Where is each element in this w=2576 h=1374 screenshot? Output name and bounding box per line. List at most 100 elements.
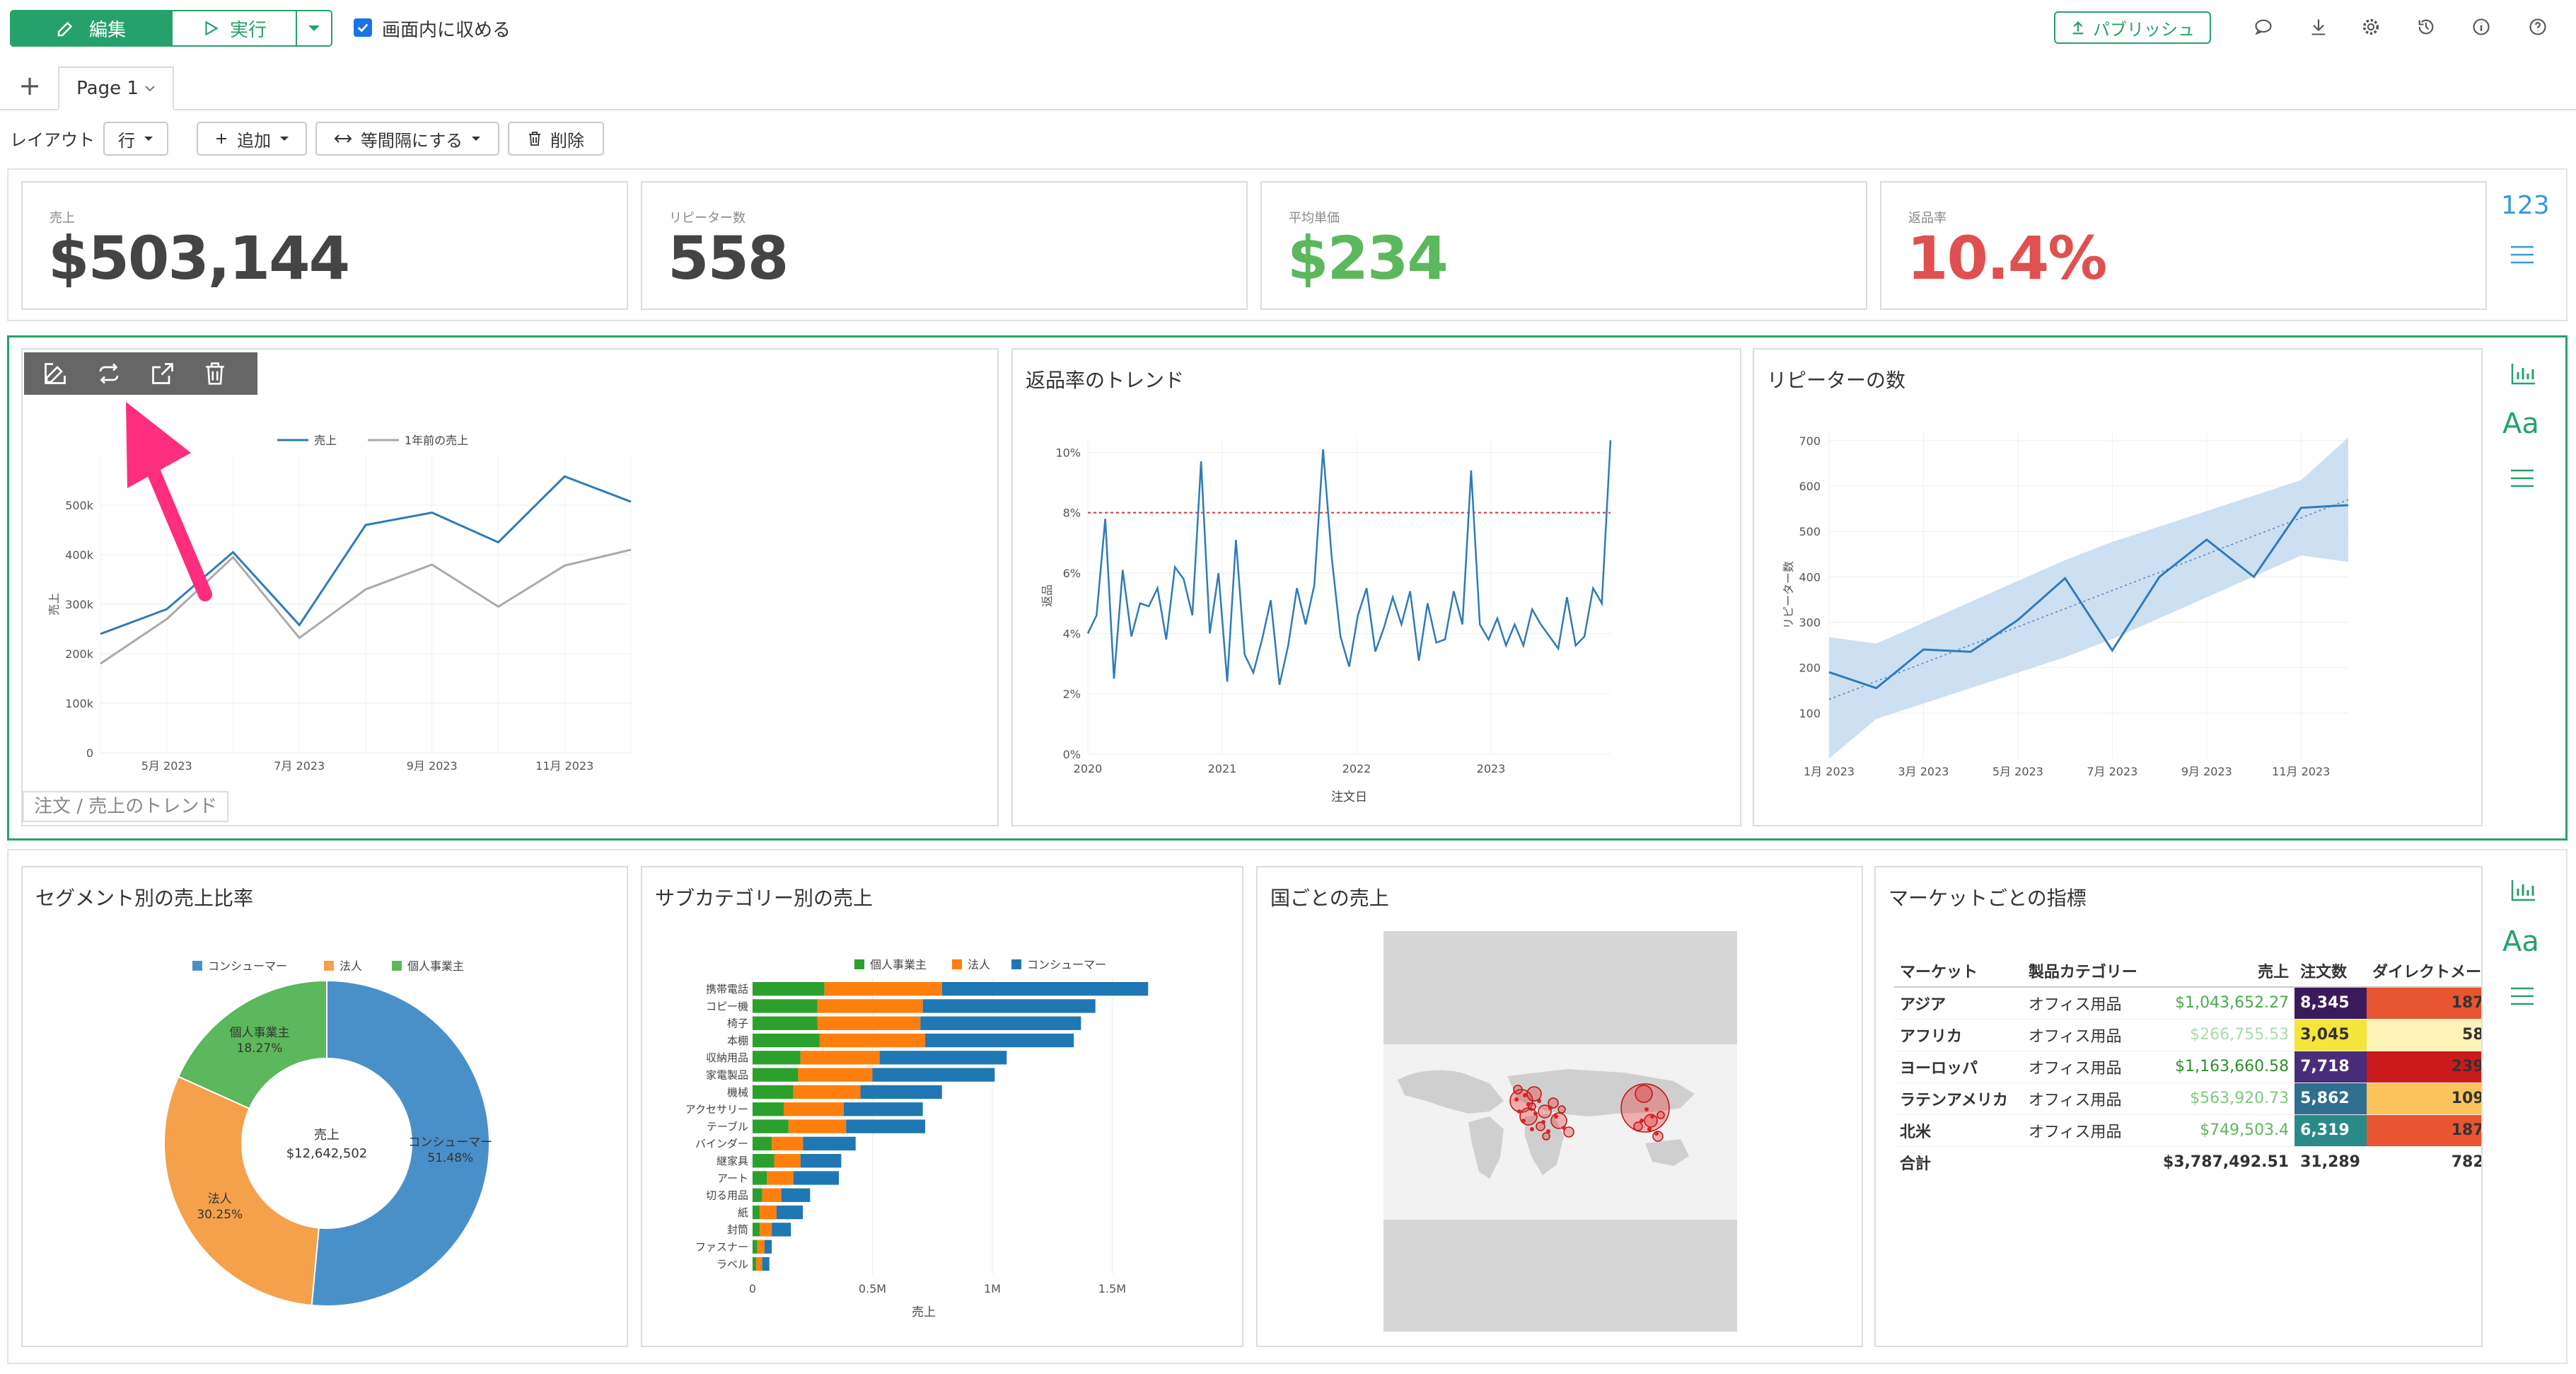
- x-tick-label: 7月 2023: [2087, 765, 2137, 778]
- country-card[interactable]: 国ごとの売上: [1256, 866, 1863, 1347]
- bar-segment: [922, 999, 1096, 1013]
- total-label: 合計: [1900, 1155, 1932, 1173]
- direct-mail-cell: 58,: [2367, 1019, 2481, 1051]
- gear-icon[interactable]: [2358, 14, 2384, 40]
- category-cell: オフィス用品: [2022, 987, 2156, 1020]
- trash-icon[interactable]: [199, 358, 231, 389]
- legend-swatch: [192, 961, 202, 971]
- publish-button[interactable]: パブリッシュ: [2054, 11, 2211, 44]
- table-row[interactable]: アフリカ オフィス用品 $266,755.53 3,045 58,: [1894, 1019, 2481, 1051]
- chart-title: 返品率のトレンド: [1026, 369, 1185, 392]
- chart-title: サブカテゴリー別の売上: [655, 887, 874, 910]
- bar-segment: [767, 1171, 794, 1185]
- plus-icon: [216, 134, 226, 144]
- layout-row-select[interactable]: 行: [103, 122, 168, 156]
- repeaters-card[interactable]: リピーターの数 100 200 300 400 500 600 700 1月 2023 3月 2…: [1753, 348, 2483, 826]
- series-line: [100, 475, 632, 635]
- bar-segment: [800, 1154, 842, 1168]
- table-row[interactable]: アジア オフィス用品 $1,043,652.27 8,345 187,: [1894, 987, 2481, 1020]
- bar-category-label: アート: [717, 1172, 748, 1184]
- total-orders: 31,289: [2300, 1153, 2360, 1172]
- bar-segment: [800, 1051, 880, 1065]
- menu-icon[interactable]: [2508, 464, 2536, 492]
- legend-swatch: [952, 959, 962, 969]
- comment-icon[interactable]: [2251, 14, 2276, 40]
- y-tick-label: 4%: [1063, 627, 1081, 640]
- sales-trend-chart: 0 100k 200k 300k 400k 500k 5月 2023 7月 2023 9月 20…: [47, 434, 632, 773]
- run-button[interactable]: 実行: [171, 10, 297, 47]
- download-icon[interactable]: [2306, 14, 2331, 40]
- add-page-button[interactable]: +: [18, 70, 41, 101]
- run-dropdown-button[interactable]: [296, 10, 332, 47]
- series-line: [1086, 440, 1612, 686]
- y-axis-label: 返品: [1040, 584, 1054, 607]
- kpi-label: リピーター数: [669, 211, 745, 226]
- column-header[interactable]: ダイレクトメー: [2367, 955, 2481, 988]
- bar-segment: [756, 1257, 762, 1271]
- bar-segment: [753, 1154, 774, 1168]
- orders-cell: 7,718: [2294, 1051, 2367, 1083]
- sales-cell: $266,755.53: [2155, 1019, 2295, 1051]
- table-row[interactable]: ヨーロッパ オフィス用品 $1,163,660.58 7,718 239,: [1894, 1051, 2481, 1083]
- bar-segment: [753, 1188, 762, 1202]
- fit-screen-checkbox[interactable]: [354, 18, 372, 37]
- menu-icon[interactable]: [2508, 982, 2536, 1010]
- text-style-icon[interactable]: Aa: [2502, 925, 2539, 958]
- edit-button[interactable]: 編集: [10, 10, 171, 47]
- kpi-card-repeaters[interactable]: リピーター数 558: [641, 181, 1248, 310]
- legend-label: 個人事業主: [870, 958, 927, 971]
- table-row[interactable]: 北米 オフィス用品 $749,503.4 6,319 187,: [1894, 1114, 2481, 1147]
- segment-card[interactable]: セグメント別の売上比率 コンシューマー 法人 個人事業主 コンシューマー 51.48% 法…: [21, 866, 628, 1347]
- delete-button[interactable]: 削除: [508, 122, 604, 156]
- x-tick-label: 0.5M: [859, 1282, 886, 1295]
- tab-page-1[interactable]: Page 1: [58, 67, 174, 110]
- bar-segment: [772, 1136, 803, 1150]
- world-map: [1383, 931, 1737, 1332]
- column-header[interactable]: 売上: [2155, 955, 2295, 988]
- market-metrics-card[interactable]: マーケットごとの指標 マーケット 製品カテゴリー 売上 注文数 ダイレクトメー …: [1874, 866, 2483, 1347]
- kpi-card-sales[interactable]: 売上 $503,144: [21, 181, 628, 310]
- column-header[interactable]: マーケット: [1894, 955, 2023, 988]
- bar-chart-icon[interactable]: [2508, 358, 2539, 389]
- bar-category-label: 携帯電話: [706, 983, 748, 995]
- history-icon[interactable]: [2413, 14, 2439, 40]
- market-cell: アフリカ: [1894, 1019, 2023, 1051]
- number-type-button[interactable]: 123: [2501, 191, 2550, 220]
- donut-slice: [163, 1075, 320, 1307]
- external-link-icon[interactable]: [147, 358, 178, 389]
- direct-mail-cell: 109,: [2367, 1083, 2481, 1115]
- x-tick-label: 9月 2023: [407, 759, 458, 773]
- table-row[interactable]: ラテンアメリカ オフィス用品 $563,920.73 5,862 109,: [1894, 1083, 2481, 1115]
- equal-spacing-button[interactable]: 等間隔にする: [315, 122, 499, 156]
- confidence-band: [1829, 437, 2348, 758]
- edit-chart-icon[interactable]: [40, 358, 71, 389]
- column-header[interactable]: 注文数: [2294, 955, 2367, 988]
- text-style-icon[interactable]: Aa: [2502, 408, 2539, 440]
- kpi-row: [7, 168, 2568, 321]
- kpi-card-return-rate[interactable]: 返品率 10.4%: [1880, 181, 2487, 310]
- help-icon[interactable]: [2525, 14, 2551, 40]
- bar-segment: [753, 1051, 801, 1065]
- tab-page-1-label: Page 1: [76, 78, 139, 99]
- info-icon[interactable]: [2468, 14, 2494, 40]
- refresh-icon[interactable]: [93, 358, 124, 389]
- bar-segment: [753, 1068, 799, 1082]
- bar-segment: [753, 1171, 767, 1185]
- chart-row-selected: [7, 335, 2568, 841]
- subcategory-card[interactable]: サブカテゴリー別の売上 0 0.5M 1M 1.5M 個人事業主 法人 コンシューマー 携帯電…: [641, 866, 1243, 1347]
- return-trend-card[interactable]: 返品率のトレンド 0% 2% 4% 6% 8% 10% 2020 2021 2022 2023 注文…: [1011, 348, 1741, 826]
- x-tick-label: 11月 2023: [535, 759, 593, 773]
- y-tick-label: 200k: [65, 647, 94, 661]
- add-button[interactable]: 追加: [197, 122, 307, 156]
- bar-chart-icon[interactable]: [2508, 874, 2539, 906]
- column-header[interactable]: 製品カテゴリー: [2022, 955, 2156, 988]
- donut-slice: [177, 979, 327, 1110]
- bar-segment: [762, 1257, 770, 1271]
- sales-trend-card[interactable]: 0 100k 200k 300k 400k 500k 5月 2023 7月 2023 9月 20…: [21, 348, 999, 826]
- segment-donut-chart: コンシューマー 法人 個人事業主コンシューマー51.48%法人30.25%個人事業主…: [163, 959, 492, 1307]
- y-tick-label: 300: [1799, 616, 1821, 630]
- menu-icon[interactable]: [2508, 241, 2536, 269]
- caret-down-icon: [472, 137, 481, 141]
- bar-category-label: 機械: [727, 1086, 748, 1099]
- kpi-card-average-price[interactable]: 平均単価 $234: [1260, 181, 1867, 310]
